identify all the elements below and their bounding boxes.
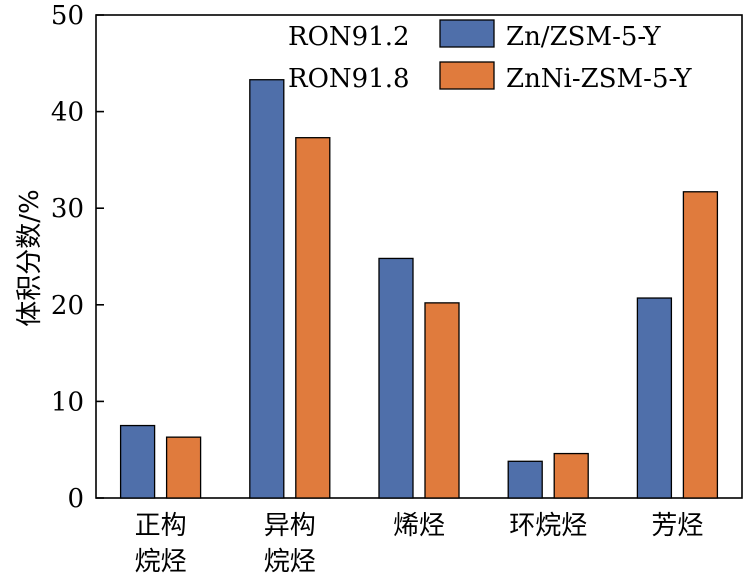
y-tick-label: 50 <box>51 1 84 31</box>
y-tick-label: 20 <box>51 291 84 321</box>
bar <box>119 424 156 499</box>
y-axis-label: 体积分数/% <box>15 189 45 326</box>
bar <box>553 452 589 499</box>
y-tick-label: 40 <box>51 98 84 128</box>
bar <box>424 302 460 499</box>
bar <box>378 257 414 499</box>
bar <box>507 460 543 499</box>
legend-label-2: ZnNi-ZSM-5-Y <box>506 64 692 94</box>
bars <box>119 79 719 499</box>
x-category-label: 烯烃 <box>393 511 445 541</box>
x-category-label: 环烷烃 <box>509 511 587 541</box>
legend-label-1: Zn/ZSM-5-Y <box>506 22 661 52</box>
x-category-label: 正构 <box>135 511 187 541</box>
bar <box>682 191 719 499</box>
annotation-ron-1: RON91.2 <box>288 22 410 52</box>
legend-swatch-2 <box>439 61 495 90</box>
y-axis: 0 10 20 30 40 50 <box>51 1 104 514</box>
bar <box>249 79 285 499</box>
x-category-label: 异构 <box>264 511 316 541</box>
y-tick-label: 10 <box>51 387 84 417</box>
y-tick-label: 0 <box>67 484 84 514</box>
legend: Zn/ZSM-5-Y ZnNi-ZSM-5-Y <box>439 19 692 94</box>
annotation-ron-2: RON91.8 <box>288 64 410 94</box>
x-category-label: 烷烃 <box>135 547 187 577</box>
x-category-label: 烷烃 <box>264 547 316 577</box>
y-tick-label: 30 <box>51 194 84 224</box>
plot-frame <box>95 14 743 499</box>
x-category-label: 芳烃 <box>651 511 703 541</box>
bar <box>165 436 202 499</box>
bar <box>295 137 331 499</box>
bar <box>636 297 673 499</box>
legend-swatch-1 <box>439 19 495 48</box>
